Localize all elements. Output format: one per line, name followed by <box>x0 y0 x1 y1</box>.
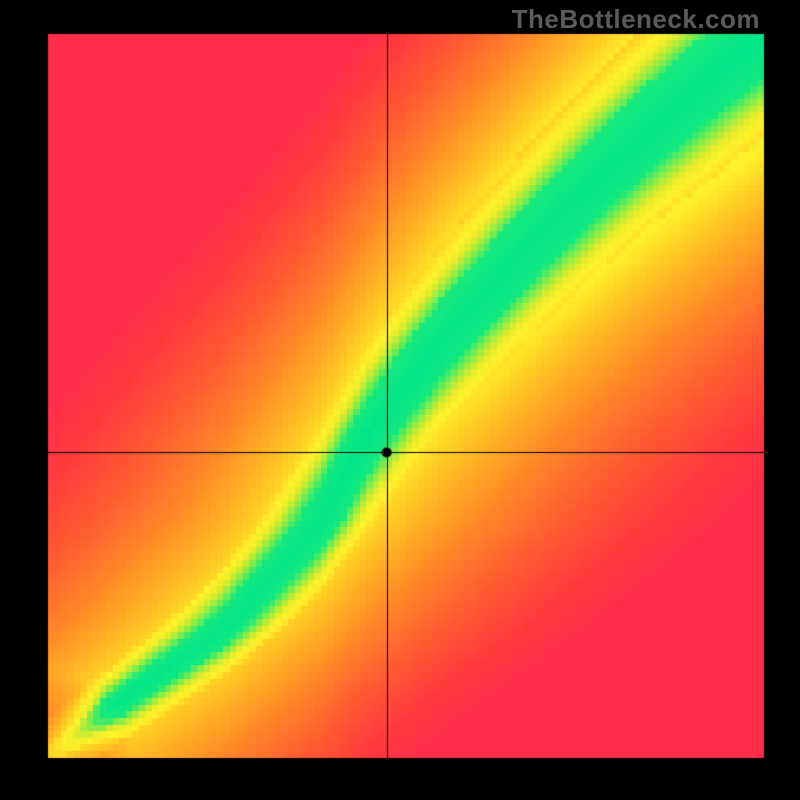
watermark-text: TheBottleneck.com <box>512 4 760 35</box>
bottleneck-heatmap <box>0 0 800 800</box>
